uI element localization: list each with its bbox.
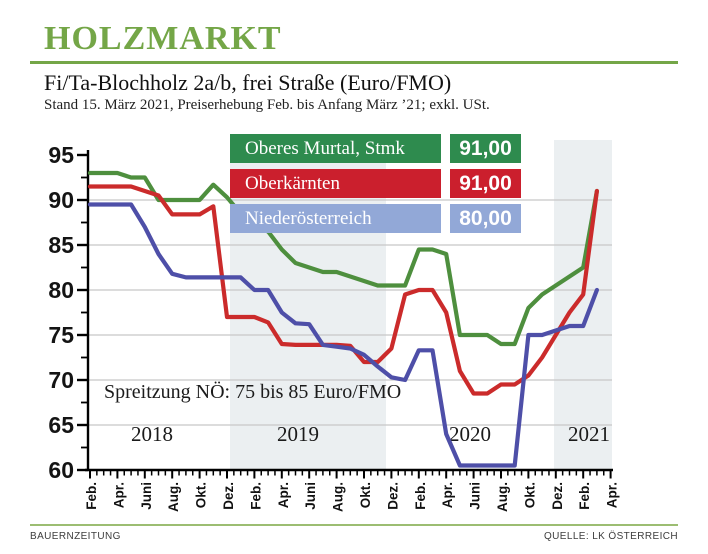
x-axis-label: Apr. xyxy=(440,482,455,508)
survey-date-line: Stand 15. März 2021, Preiserhebung Feb. … xyxy=(44,97,490,113)
series-line-oberkaernten xyxy=(87,184,600,396)
x-axis-label: Feb. xyxy=(413,482,428,510)
x-axis-label: Okt. xyxy=(194,482,209,508)
y-axis-label: 95 xyxy=(48,142,74,168)
y-axis-label: 75 xyxy=(48,322,74,348)
legend-label-oberes-murtal: Oberes Murtal, Stmk xyxy=(230,134,441,163)
year-label: 2020 xyxy=(449,422,491,446)
x-axis-label: Apr. xyxy=(605,482,620,508)
x-axis-label: Feb. xyxy=(84,482,99,510)
x-axis-label: Feb. xyxy=(577,482,592,510)
y-axis-label: 90 xyxy=(48,187,74,213)
legend-label-niederoesterreich: Niederösterreich xyxy=(230,204,441,233)
legend-value-oberes-murtal: 91,00 xyxy=(450,134,521,163)
chart-subtitle: Fi/Ta-Blochholz 2a/b, frei Straße (Euro/… xyxy=(44,70,452,95)
series-line-oberes-murtal xyxy=(87,170,600,347)
year-label: 2021 xyxy=(568,422,610,446)
x-axis-label: Juni xyxy=(139,482,154,510)
x-axis-label: Apr. xyxy=(276,482,291,508)
x-axis-label: Feb. xyxy=(248,482,263,510)
legend-value-niederoesterreich: 80,00 xyxy=(450,204,521,233)
y-axis-label: 60 xyxy=(48,457,74,483)
page-title: HOLZMARKT xyxy=(44,20,282,57)
x-axis-label: Aug. xyxy=(331,482,346,512)
series-line-niederoesterreich xyxy=(87,202,600,468)
x-axis-label: Dez. xyxy=(221,482,236,510)
annotation-spreitzung: Spreitzung NÖ: 75 bis 85 Euro/FMO xyxy=(104,380,401,403)
x-axis-label: Okt. xyxy=(358,482,373,508)
year-label: 2018 xyxy=(131,422,173,446)
x-axis-label: Juni xyxy=(468,482,483,510)
y-axis-label: 85 xyxy=(48,232,74,258)
legend-value-oberkaernten: 91,00 xyxy=(450,169,521,198)
x-axis-label: Dez. xyxy=(385,482,400,510)
y-axis-label: 70 xyxy=(48,367,74,393)
x-axis-label: Juni xyxy=(303,482,318,510)
y-axis-label: 65 xyxy=(48,412,74,438)
x-axis-label: Dez. xyxy=(550,482,565,510)
x-axis-label: Aug. xyxy=(495,482,510,512)
source-credit: QUELLE: LK ÖSTERREICH xyxy=(544,531,678,542)
x-axis-label: Aug. xyxy=(166,482,181,512)
publication-name: BAUERNZEITUNG xyxy=(30,531,121,542)
legend-label-oberkaernten: Oberkärnten xyxy=(230,169,441,198)
year-band-2021 xyxy=(554,140,612,470)
x-axis-label: Apr. xyxy=(111,482,126,508)
x-axis-label: Okt. xyxy=(522,482,537,508)
y-axis-label: 80 xyxy=(48,277,74,303)
year-label: 2019 xyxy=(277,422,319,446)
footer-divider-rule xyxy=(30,524,678,526)
title-divider-rule xyxy=(30,61,678,64)
